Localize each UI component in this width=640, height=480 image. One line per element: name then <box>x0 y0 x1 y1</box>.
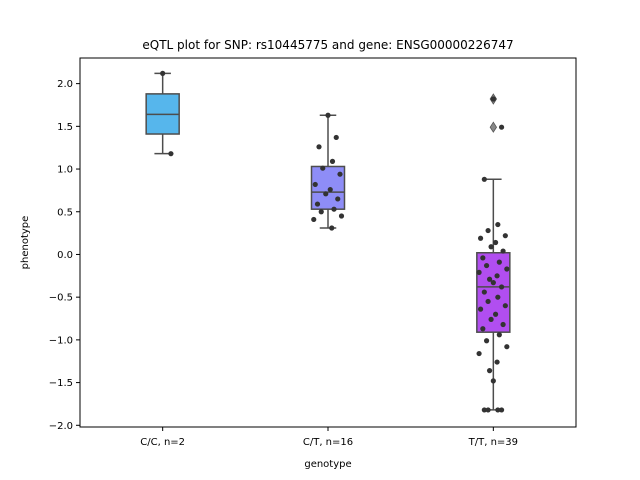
data-point <box>329 225 335 231</box>
data-point <box>495 294 501 300</box>
plot-area <box>145 70 511 413</box>
data-point <box>504 266 510 272</box>
data-point <box>325 112 331 118</box>
data-point <box>496 259 502 265</box>
y-tick-label: 0.5 <box>57 207 73 218</box>
data-point <box>488 244 494 250</box>
box-group <box>310 114 346 229</box>
data-point <box>338 213 345 219</box>
data-point <box>496 332 502 338</box>
y-tick-label: −2.0 <box>49 421 73 432</box>
data-point <box>502 233 508 239</box>
y-tick-label: 1.0 <box>57 165 73 176</box>
data-point <box>498 284 505 290</box>
data-point <box>476 269 482 275</box>
outlier-marker <box>489 121 498 133</box>
data-point <box>476 350 482 357</box>
data-point <box>483 338 490 344</box>
data-point <box>490 378 496 384</box>
data-point <box>335 196 341 202</box>
y-axis: −2.0 −1.5 −1.0 −0.5 0.0 0.5 1.0 1.5 2.0 <box>49 79 80 432</box>
data-point <box>485 407 491 413</box>
x-tick-label: C/T, n=16 <box>303 437 353 448</box>
data-point <box>494 273 500 279</box>
data-point <box>318 209 324 215</box>
box-group <box>145 72 180 155</box>
data-point <box>320 165 326 171</box>
data-point <box>168 151 174 157</box>
strip-points <box>476 96 510 413</box>
data-point <box>337 171 343 177</box>
data-point <box>485 227 491 234</box>
y-tick-label: 2.0 <box>57 79 73 90</box>
y-tick-label: −1.0 <box>49 335 73 346</box>
data-point <box>333 134 339 141</box>
x-axis-title: genotype <box>304 459 351 470</box>
x-tick-label: C/C, n=2 <box>140 437 185 448</box>
data-point <box>481 176 487 182</box>
data-point <box>311 216 317 223</box>
data-point <box>500 321 506 328</box>
y-tick-label: 1.5 <box>57 122 73 133</box>
data-point <box>486 276 493 282</box>
data-point <box>490 280 496 286</box>
strip-points <box>160 70 174 157</box>
y-axis-title: phenotype <box>20 216 31 270</box>
data-point <box>492 311 499 317</box>
x-tick-label: T/T, n=39 <box>468 437 518 448</box>
data-point <box>486 368 493 374</box>
y-tick-label: −0.5 <box>49 293 73 304</box>
data-point <box>480 255 486 261</box>
data-point <box>483 262 490 269</box>
data-point <box>492 239 499 246</box>
data-point <box>477 235 484 241</box>
data-point <box>316 144 322 150</box>
data-point <box>327 186 333 193</box>
data-point <box>495 407 501 413</box>
data-point <box>331 206 337 212</box>
data-point <box>323 191 329 197</box>
data-point <box>485 298 491 305</box>
data-point <box>500 248 506 254</box>
data-point <box>494 359 500 365</box>
data-point <box>498 124 505 130</box>
strip-points <box>311 112 345 231</box>
x-axis: C/C, n=2 C/T, n=16 T/T, n=39 <box>140 427 518 448</box>
data-point <box>329 158 336 164</box>
data-point <box>498 407 505 413</box>
chart-title: eQTL plot for SNP: rs10445775 and gene: … <box>142 38 513 52</box>
data-point <box>502 303 508 309</box>
data-point <box>495 221 501 228</box>
data-point <box>490 96 496 102</box>
data-point <box>481 289 487 295</box>
data-point <box>314 201 321 207</box>
data-point <box>160 70 166 76</box>
data-point <box>312 181 318 188</box>
data-point <box>477 306 484 312</box>
y-tick-label: 0.0 <box>57 250 73 261</box>
data-point <box>480 326 486 332</box>
y-tick-label: −1.5 <box>49 378 73 389</box>
data-point <box>481 407 487 413</box>
data-point <box>488 316 494 322</box>
data-point <box>504 344 510 350</box>
